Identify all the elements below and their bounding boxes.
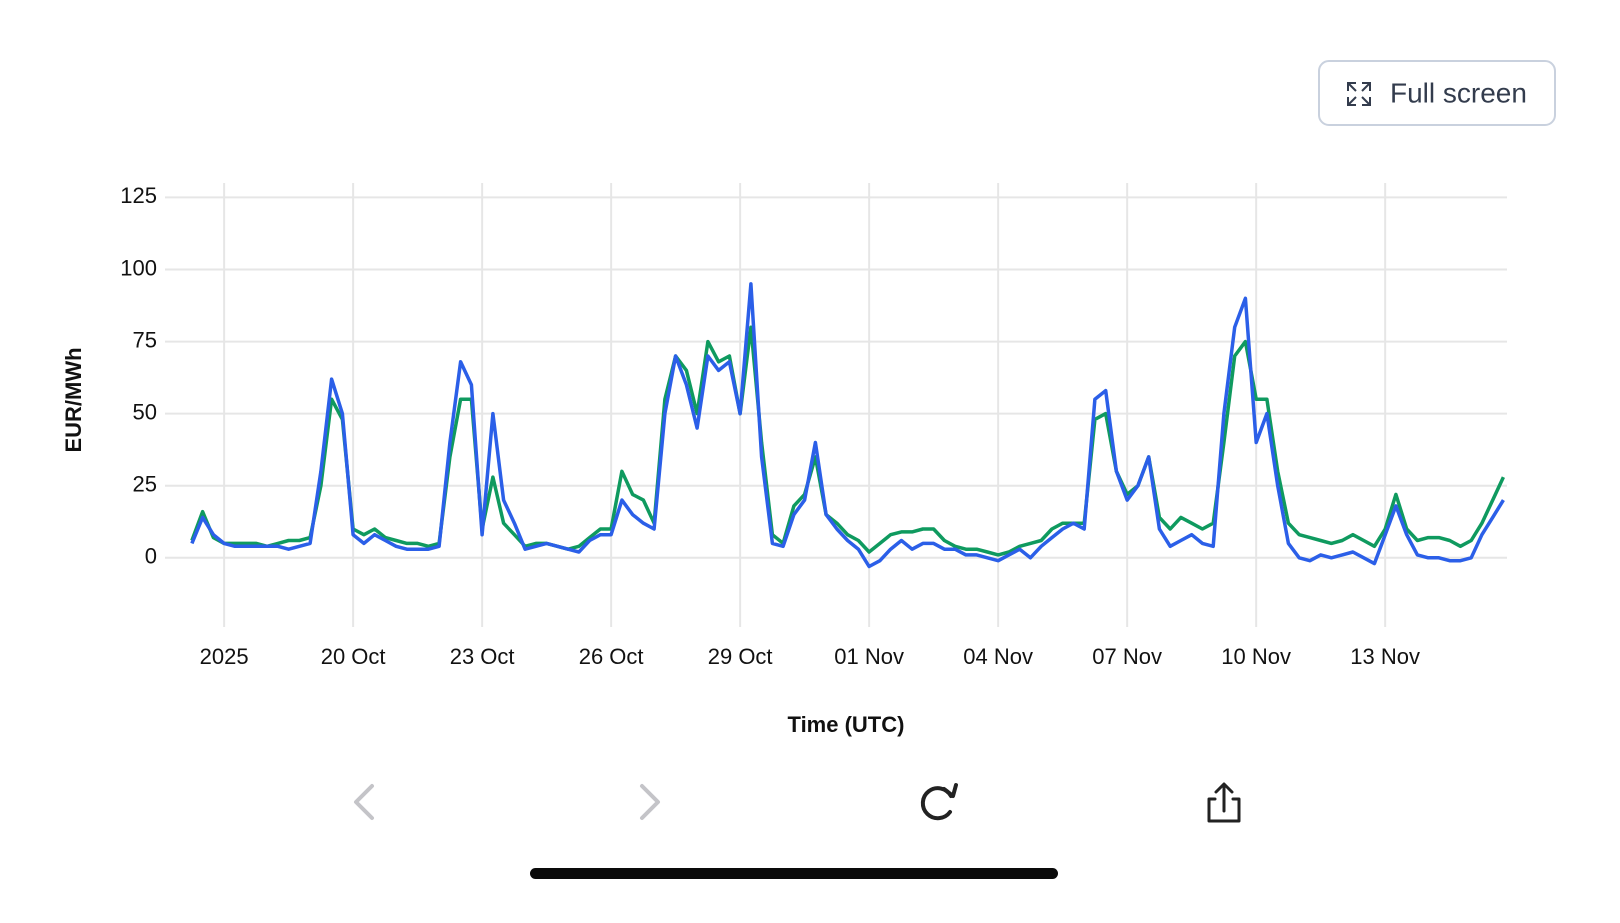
forward-button[interactable] bbox=[640, 784, 660, 820]
x-tick-label: 2025 bbox=[200, 644, 249, 669]
x-tick-label: 01 Nov bbox=[834, 644, 904, 669]
chart: 0 25 50 75 100 125 2025 20 Oct 23 Oct 26 Oct 29 Oc… bbox=[120, 183, 1507, 669]
x-tick-label: 04 Nov bbox=[963, 644, 1033, 669]
full-screen-button[interactable]: Full screen bbox=[1318, 60, 1556, 126]
y-tick-label: 0 bbox=[145, 544, 157, 569]
x-axis-title: Time (UTC) bbox=[788, 712, 905, 737]
x-tick-label: 20 Oct bbox=[321, 644, 386, 669]
x-tick-label: 13 Nov bbox=[1350, 644, 1420, 669]
series-line bbox=[190, 282, 1505, 569]
x-tick-label: 07 Nov bbox=[1092, 644, 1162, 669]
expand-icon bbox=[1347, 82, 1371, 106]
button-frame[interactable] bbox=[1318, 60, 1556, 126]
back-button[interactable] bbox=[354, 784, 374, 820]
y-tick-label: 50 bbox=[133, 399, 157, 424]
y-tick-label: 100 bbox=[120, 255, 157, 280]
x-tick-label: 29 Oct bbox=[708, 644, 773, 669]
home-indicator bbox=[530, 868, 1058, 879]
y-tick-label: 75 bbox=[133, 327, 157, 352]
x-tick-label: 23 Oct bbox=[450, 644, 515, 669]
reload-button[interactable] bbox=[920, 783, 958, 821]
share-button[interactable] bbox=[1207, 782, 1241, 823]
y-tick-label: 125 bbox=[120, 183, 157, 208]
y-axis-title: EUR/MWh bbox=[61, 347, 86, 452]
y-tick-label: 25 bbox=[133, 472, 157, 497]
x-tick-label: 10 Nov bbox=[1221, 644, 1291, 669]
x-tick-label: 26 Oct bbox=[579, 644, 644, 669]
button-label[interactable]: Full screen bbox=[1390, 77, 1527, 108]
series-line bbox=[190, 325, 1505, 557]
